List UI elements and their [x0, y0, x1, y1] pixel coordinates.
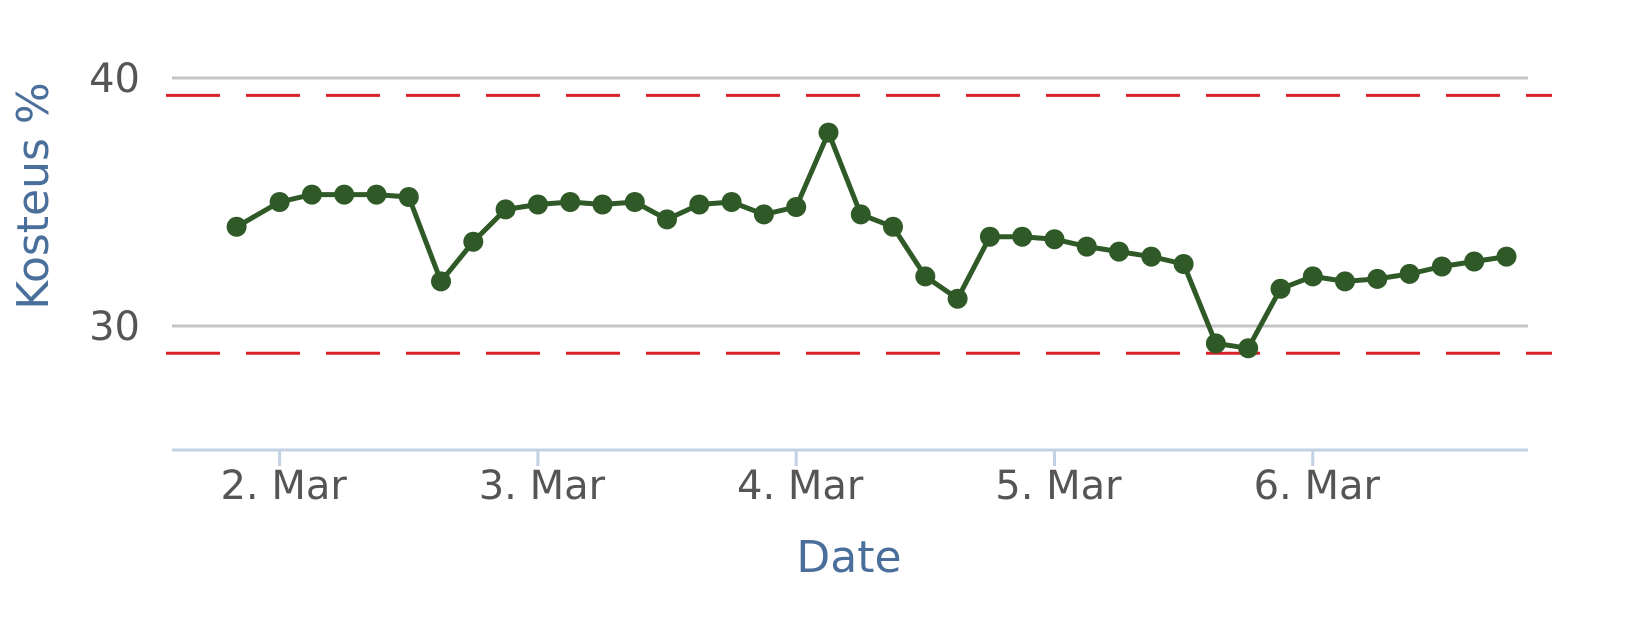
y-tick-label: 30: [89, 304, 140, 350]
data-point[interactable]: [1464, 251, 1485, 272]
data-point[interactable]: [883, 216, 903, 237]
x-tick-label: 5. Mar: [995, 463, 1122, 509]
data-point[interactable]: [979, 226, 1000, 247]
threshold-lines: [166, 93, 1552, 355]
data-series: [226, 122, 1517, 359]
data-point[interactable]: [721, 192, 742, 212]
data-point[interactable]: [301, 184, 322, 205]
y-tick-label: 40: [89, 56, 140, 102]
data-point[interactable]: [624, 192, 645, 212]
data-point[interactable]: [657, 209, 677, 230]
x-tick-label: 6. Mar: [1254, 463, 1381, 509]
data-point[interactable]: [689, 194, 710, 215]
x-tick-label: 3. Mar: [479, 463, 606, 509]
x-axis-title: Date: [796, 532, 901, 583]
y-axis-ticks: 30 40: [89, 56, 140, 350]
data-point[interactable]: [560, 192, 581, 212]
data-point[interactable]: [334, 184, 355, 205]
data-point[interactable]: [915, 266, 936, 287]
data-point[interactable]: [495, 199, 516, 220]
data-point[interactable]: [1109, 241, 1129, 262]
series-line: [234, 130, 1509, 351]
data-point[interactable]: [1335, 271, 1355, 292]
data-point[interactable]: [1173, 254, 1194, 274]
x-tick-label: 4. Mar: [737, 463, 864, 509]
data-point[interactable]: [1205, 333, 1226, 354]
y-axis-title: Kosteus %: [8, 82, 59, 309]
data-point[interactable]: [947, 288, 968, 309]
data-point[interactable]: [1238, 338, 1259, 359]
data-point[interactable]: [269, 192, 290, 212]
data-point[interactable]: [1044, 229, 1065, 250]
data-point[interactable]: [818, 122, 839, 143]
data-point[interactable]: [366, 184, 387, 205]
data-point[interactable]: [1496, 246, 1517, 267]
data-point[interactable]: [1367, 268, 1388, 289]
grid-lines: [172, 76, 1528, 328]
data-point[interactable]: [431, 271, 451, 292]
data-point[interactable]: [592, 194, 613, 215]
data-point[interactable]: [753, 204, 774, 225]
data-point[interactable]: [1076, 236, 1097, 257]
data-point[interactable]: [1270, 278, 1291, 299]
data-point[interactable]: [1399, 263, 1420, 284]
x-axis-ticks: 2. Mar 3. Mar 4. Mar 5. Mar 6. Mar: [220, 450, 1380, 509]
data-point[interactable]: [1302, 266, 1323, 287]
data-point[interactable]: [1431, 256, 1452, 277]
data-point[interactable]: [850, 204, 871, 225]
data-point[interactable]: [463, 231, 484, 252]
x-tick-label: 2. Mar: [220, 463, 347, 509]
data-point[interactable]: [398, 187, 419, 207]
data-point[interactable]: [1141, 246, 1162, 267]
data-point[interactable]: [226, 216, 247, 237]
data-point[interactable]: [527, 194, 548, 215]
data-point[interactable]: [1012, 226, 1033, 247]
data-point[interactable]: [786, 197, 807, 217]
